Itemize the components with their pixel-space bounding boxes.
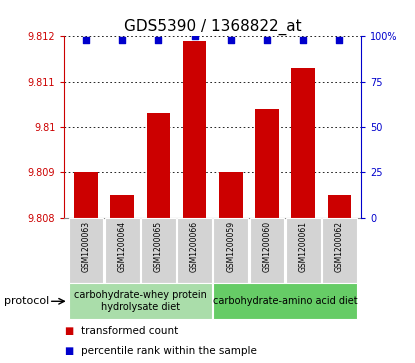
Text: carbohydrate-amino acid diet: carbohydrate-amino acid diet [213, 296, 357, 306]
Bar [68, 283, 212, 319]
Bar [249, 218, 284, 283]
Point [83, 37, 89, 43]
Bar [327, 195, 351, 218]
Bar [68, 218, 103, 283]
Bar [74, 172, 98, 218]
Text: GSM1200066: GSM1200066 [190, 221, 199, 272]
Bar [322, 218, 357, 283]
Text: GSM1200064: GSM1200064 [118, 221, 127, 272]
Bar [183, 41, 206, 218]
Text: ■: ■ [64, 326, 73, 336]
Bar [141, 218, 176, 283]
Point [191, 33, 198, 39]
Bar [219, 172, 242, 218]
Bar [177, 218, 212, 283]
Point [227, 37, 234, 43]
Point [336, 37, 343, 43]
Text: GSM1200062: GSM1200062 [335, 221, 344, 272]
Text: transformed count: transformed count [81, 326, 178, 336]
Text: GSM1200060: GSM1200060 [262, 221, 271, 272]
Point [155, 37, 162, 43]
Text: GSM1200063: GSM1200063 [81, 221, 90, 272]
Point [300, 37, 306, 43]
Bar [105, 218, 139, 283]
Text: ■: ■ [64, 346, 73, 356]
Text: GSM1200065: GSM1200065 [154, 221, 163, 272]
Title: GDS5390 / 1368822_at: GDS5390 / 1368822_at [124, 19, 302, 35]
Bar [213, 218, 248, 283]
Text: GSM1200059: GSM1200059 [226, 221, 235, 272]
Bar [291, 68, 315, 218]
Text: protocol: protocol [4, 296, 49, 306]
Bar [255, 109, 279, 218]
Bar [110, 195, 134, 218]
Bar [213, 283, 357, 319]
Point [264, 37, 270, 43]
Point [119, 37, 126, 43]
Bar [286, 218, 320, 283]
Text: carbohydrate-whey protein
hydrolysate diet: carbohydrate-whey protein hydrolysate di… [74, 290, 207, 312]
Text: percentile rank within the sample: percentile rank within the sample [81, 346, 257, 356]
Text: GSM1200061: GSM1200061 [299, 221, 308, 272]
Bar [146, 113, 170, 218]
